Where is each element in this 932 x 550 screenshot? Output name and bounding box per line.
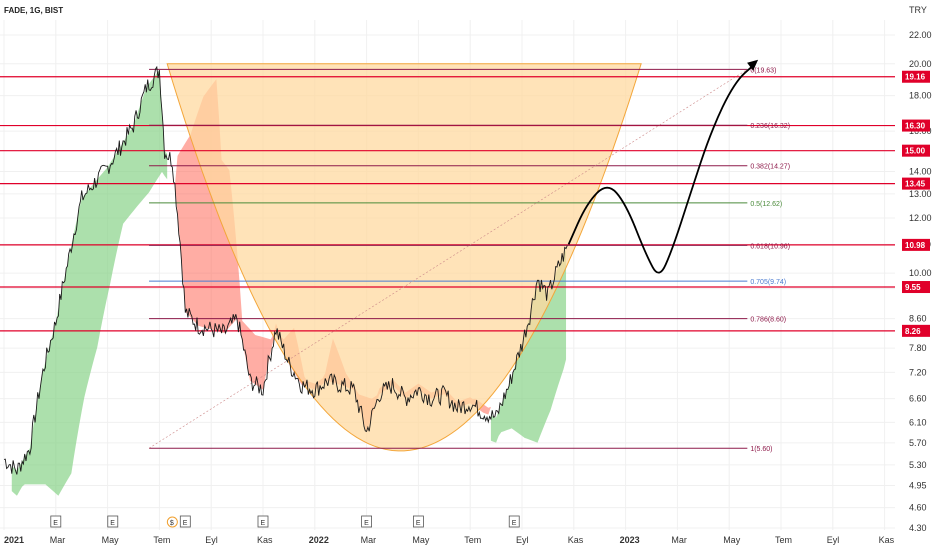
- price-tags: 19.16 16.30 15.00 13.45 10.98 9.55 8.26: [902, 70, 930, 337]
- price-tag-label: 10.98: [905, 241, 926, 250]
- price-tag-label: 13.45: [905, 180, 926, 189]
- y-tick-label: 4.95: [909, 480, 927, 490]
- projection-curve: [567, 63, 756, 274]
- y-tick-label: 13.00: [909, 189, 932, 199]
- x-tick-label: Mar: [50, 535, 66, 545]
- cup-pattern: [166, 63, 642, 452]
- x-tick-label: Kas: [879, 535, 895, 545]
- price-tag: [902, 238, 930, 251]
- earnings-marker: [412, 515, 424, 528]
- x-tick-label: 2022: [309, 535, 329, 545]
- price-tag-label: 9.55: [905, 283, 921, 292]
- price-tag: [902, 144, 930, 157]
- x-tick-label: Eyl: [516, 535, 529, 545]
- x-tick-label: May: [412, 535, 430, 545]
- x-axis: 2021 Mar May Tem Eyl Kas 2022 Mar May Tem Eyl Kas 20…: [4, 535, 895, 545]
- fib-level-label: 0.5(12.62): [750, 201, 782, 208]
- earnings-marker-label: E: [512, 520, 517, 527]
- red-band-fill: [174, 79, 491, 433]
- fib-level-label: 0.382(14.27): [750, 164, 790, 171]
- dividend-marker: [166, 516, 178, 528]
- price-tag-label: 15.00: [905, 147, 926, 156]
- x-tick-label: May: [723, 535, 741, 545]
- x-tick-label: May: [102, 535, 120, 545]
- y-tick-label: 6.60: [909, 394, 927, 404]
- x-tick-label: Eyl: [827, 535, 840, 545]
- cup-shape: [166, 63, 642, 452]
- earnings-marker: [107, 515, 119, 528]
- earnings-marker-label: E: [416, 520, 421, 527]
- earnings-marker-label: E: [110, 520, 115, 527]
- fib-level-label: 0.705(9.74): [750, 279, 786, 286]
- projection-path: [567, 59, 759, 274]
- earnings-marker: [50, 515, 62, 528]
- x-tick-label: Mar: [361, 535, 377, 545]
- price-tag: [902, 177, 930, 190]
- x-tick-label: Tem: [775, 535, 792, 545]
- horizontal-levels: [0, 76, 895, 332]
- price-tag: [902, 119, 930, 132]
- fib-level-label: 0.236(16.32): [750, 123, 790, 130]
- x-tick-label: Mar: [671, 535, 687, 545]
- x-tick-label: 2021: [4, 535, 24, 545]
- y-tick-label: 18.00: [909, 91, 932, 101]
- earnings-marker: [179, 515, 191, 528]
- x-tick-label: 2023: [620, 535, 640, 545]
- fib-level-label: 0(19.63): [750, 67, 776, 74]
- y-tick-label: 8.60: [909, 314, 927, 324]
- y-tick-label: 6.10: [909, 417, 927, 427]
- x-tick-label: Eyl: [205, 535, 218, 545]
- price-tag-label: 16.30: [905, 122, 926, 131]
- price-tag: [902, 70, 930, 83]
- fib-level-label: 0.618(10.96): [750, 243, 790, 250]
- x-tick-label: Kas: [568, 535, 584, 545]
- y-tick-label: 4.30: [909, 523, 927, 533]
- y-tick-label: 22.00: [909, 30, 932, 40]
- dividend-marker-label: $: [170, 520, 174, 527]
- earnings-marker-label: E: [183, 520, 188, 527]
- y-tick-label: 5.30: [909, 460, 927, 470]
- y-tick-label: 7.80: [909, 343, 927, 353]
- event-markers: E E $ E E E E E: [50, 515, 520, 528]
- price-tag: [902, 324, 930, 337]
- y-tick-label: 4.60: [909, 503, 927, 513]
- currency-label: TRY: [909, 5, 927, 15]
- price-tag-label: 19.16: [905, 73, 926, 82]
- earnings-marker-label: E: [53, 520, 58, 527]
- earnings-marker-label: E: [364, 520, 369, 527]
- y-tick-label: 7.20: [909, 367, 927, 377]
- price-line: [3, 65, 568, 475]
- price-series: [3, 65, 568, 475]
- y-tick-label: 12.00: [909, 213, 932, 223]
- price-tag-label: 8.26: [905, 327, 921, 336]
- y-tick-label: 20.00: [909, 59, 932, 69]
- earnings-marker: [508, 515, 520, 528]
- earnings-marker: [257, 515, 269, 528]
- price-tag: [902, 281, 930, 294]
- fib-level-label: 1(5.60): [750, 446, 772, 453]
- projection-arrowhead: [747, 59, 759, 71]
- green-band-fill: [11, 69, 168, 496]
- fibonacci-levels: 0(19.63) 0.236(16.32) 0.382(14.27) 0.5(12.6…: [148, 67, 790, 453]
- y-tick-label: 14.00: [909, 167, 932, 177]
- x-tick-label: Kas: [257, 535, 273, 545]
- earnings-marker: [361, 515, 373, 528]
- earnings-marker-label: E: [261, 520, 266, 527]
- y-tick-label: 10.00: [909, 268, 932, 278]
- y-tick-label: 5.70: [909, 438, 927, 448]
- x-tick-label: Tem: [153, 535, 170, 545]
- fib-level-label: 0.786(8.60): [750, 317, 786, 324]
- x-tick-label: Tem: [464, 535, 481, 545]
- chart-title: FADE, 1G, BIST: [4, 6, 63, 15]
